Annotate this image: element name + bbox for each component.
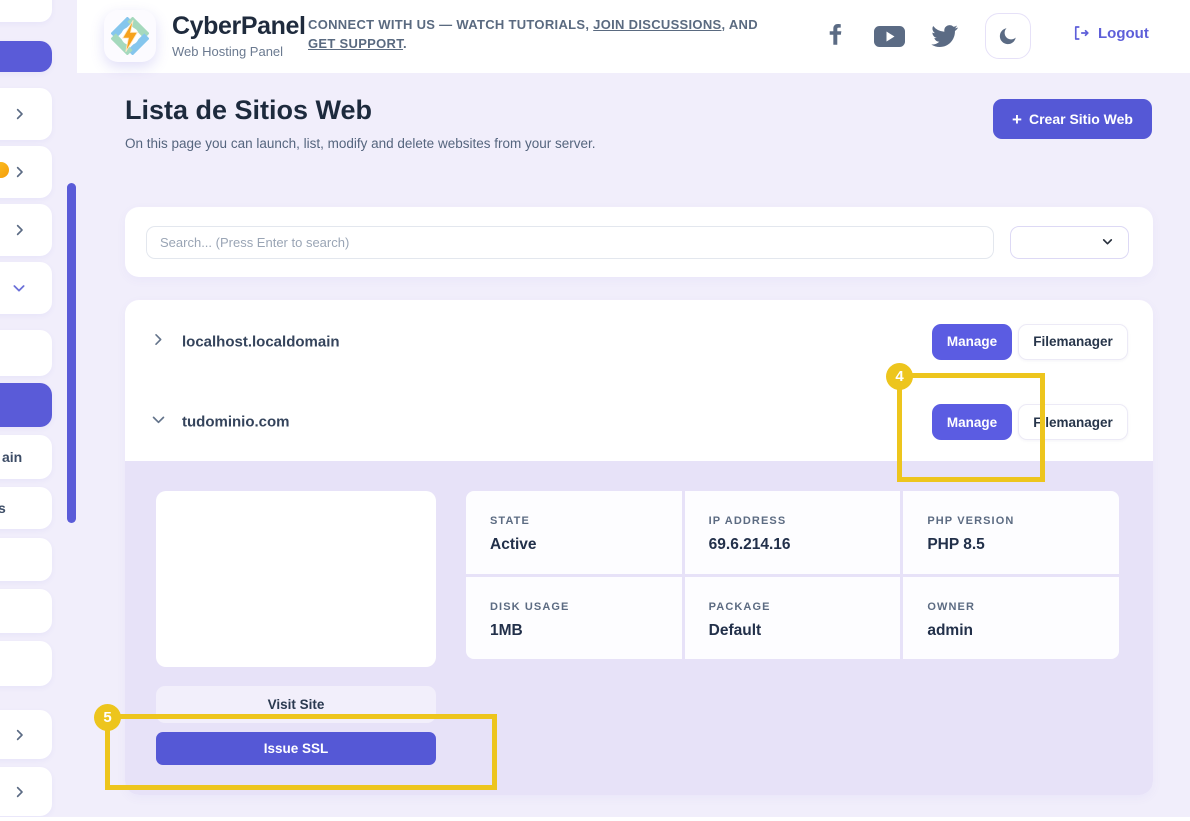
chevron-right-icon <box>12 165 27 180</box>
website-row-localhost: localhost.localdomain Manage Filemanager <box>125 300 1153 383</box>
detail-value: admin <box>927 621 973 639</box>
twitter-icon[interactable] <box>931 25 958 52</box>
website-row-tudominio: tudominio.com Manage Filemanager <box>125 383 1153 461</box>
detail-package: PACKAGE Default <box>684 576 901 659</box>
detail-owner: OWNER admin <box>903 576 1119 659</box>
sidebar-item[interactable] <box>0 330 52 376</box>
create-website-label: Crear Sitio Web <box>1028 111 1133 127</box>
page-bottom-strip <box>0 817 1190 821</box>
website-domain: tudominio.com <box>182 413 290 431</box>
moon-icon <box>999 28 1016 45</box>
detail-php-version: PHP VERSION PHP 8.5 <box>903 491 1119 574</box>
sidebar-item-label: ain <box>2 449 23 465</box>
sidebar-item[interactable] <box>0 88 52 140</box>
logout-label: Logout <box>1098 24 1149 42</box>
sidebar-item[interactable] <box>0 710 52 759</box>
detail-label: DISK USAGE <box>490 600 570 613</box>
search-card <box>125 207 1153 277</box>
join-discussions-link[interactable]: JOIN DISCUSSIONS <box>593 17 722 32</box>
theme-toggle-button[interactable] <box>985 13 1031 59</box>
page-subtitle: On this page you can launch, list, modif… <box>125 136 596 151</box>
facebook-icon[interactable] <box>827 24 845 52</box>
youtube-icon[interactable] <box>874 26 905 52</box>
detail-value: 1MB <box>490 621 523 639</box>
connect-text: CONNECT WITH US — WATCH TUTORIALS, JOIN … <box>308 16 776 54</box>
sidebar-item[interactable] <box>0 204 52 256</box>
detail-disk-usage: DISK USAGE 1MB <box>466 576 682 659</box>
websites-list-card: localhost.localdomain Manage Filemanager… <box>125 300 1153 795</box>
search-input[interactable] <box>146 226 994 259</box>
create-website-button[interactable]: + Crear Sitio Web <box>993 99 1152 139</box>
website-details-panel: STATE Active IP ADDRESS 69.6.214.16 PHP … <box>125 461 1153 795</box>
detail-label: IP ADDRESS <box>708 515 787 527</box>
notification-dot-icon <box>0 162 9 178</box>
cyberpanel-logo[interactable] <box>104 10 156 62</box>
detail-value: Default <box>708 621 762 639</box>
sidebar-item[interactable]: s <box>0 487 52 529</box>
get-support-link[interactable]: GET SUPPORT <box>308 35 404 51</box>
chevron-right-icon <box>12 107 27 122</box>
detail-value: Active <box>490 536 537 553</box>
manage-button[interactable]: Manage <box>932 323 1012 360</box>
plus-icon: + <box>1012 109 1022 129</box>
detail-ip-address: IP ADDRESS 69.6.214.16 <box>684 491 901 574</box>
site-details-grid: STATE Active IP ADDRESS 69.6.214.16 PHP … <box>466 491 1119 659</box>
sidebar-item-label: s <box>0 500 6 516</box>
brand-block: CyberPanel Web Hosting Panel <box>172 12 306 59</box>
connect-prefix: CONNECT WITH US — WATCH TUTORIALS, <box>308 17 594 32</box>
sidebar-item-active[interactable] <box>0 383 52 427</box>
detail-state: STATE Active <box>466 491 682 574</box>
row-actions: Manage Filemanager <box>932 404 1128 440</box>
brand-title: CyberPanel <box>172 12 306 40</box>
sidebar-scrollbar[interactable] <box>67 183 76 523</box>
sidebar-item[interactable] <box>0 538 52 581</box>
detail-label: OWNER <box>927 600 975 613</box>
chevron-right-icon[interactable] <box>150 331 166 352</box>
page-title: Lista de Sitios Web <box>125 95 373 125</box>
detail-value: PHP 8.5 <box>927 536 985 553</box>
filemanager-button[interactable]: Filemanager <box>1018 404 1128 440</box>
chevron-right-icon <box>12 727 27 742</box>
chevron-down-icon[interactable] <box>150 411 167 433</box>
sidebar-item[interactable] <box>0 589 52 633</box>
chevron-right-icon <box>12 784 27 799</box>
filemanager-button[interactable]: Filemanager <box>1018 323 1128 360</box>
connect-middle: , AND <box>721 17 758 32</box>
detail-label: STATE <box>490 515 530 527</box>
logout-button[interactable]: Logout <box>1072 24 1149 42</box>
row-actions: Manage Filemanager <box>932 323 1128 360</box>
tutorial-step-badge: 5 <box>94 704 121 731</box>
sidebar-item-expanded[interactable] <box>0 262 52 314</box>
logout-icon <box>1074 26 1089 40</box>
issue-ssl-button[interactable]: Issue SSL <box>156 732 436 765</box>
brand-tagline: Web Hosting Panel <box>172 44 284 59</box>
website-domain: localhost.localdomain <box>182 333 340 350</box>
visit-site-link[interactable]: Visit Site <box>156 686 436 723</box>
detail-label: PHP VERSION <box>927 515 1015 527</box>
connect-suffix: . <box>403 35 407 51</box>
detail-label: PACKAGE <box>708 600 771 613</box>
chevron-right-icon <box>12 223 27 238</box>
sidebar-item[interactable] <box>0 641 52 686</box>
sidebar-item[interactable]: ain <box>0 435 52 479</box>
sidebar-item[interactable] <box>0 767 52 816</box>
page-size-select[interactable] <box>1010 226 1129 259</box>
chevron-down-icon <box>11 280 27 296</box>
sidebar-item[interactable] <box>0 0 52 22</box>
top-header: CyberPanel Web Hosting Panel CONNECT WIT… <box>77 0 1190 73</box>
detail-value: 69.6.214.16 <box>708 536 791 553</box>
cyberpanel-logo-icon <box>111 17 149 55</box>
site-preview <box>156 491 436 667</box>
sidebar-item-active[interactable] <box>0 41 52 72</box>
manage-button[interactable]: Manage <box>932 404 1012 440</box>
